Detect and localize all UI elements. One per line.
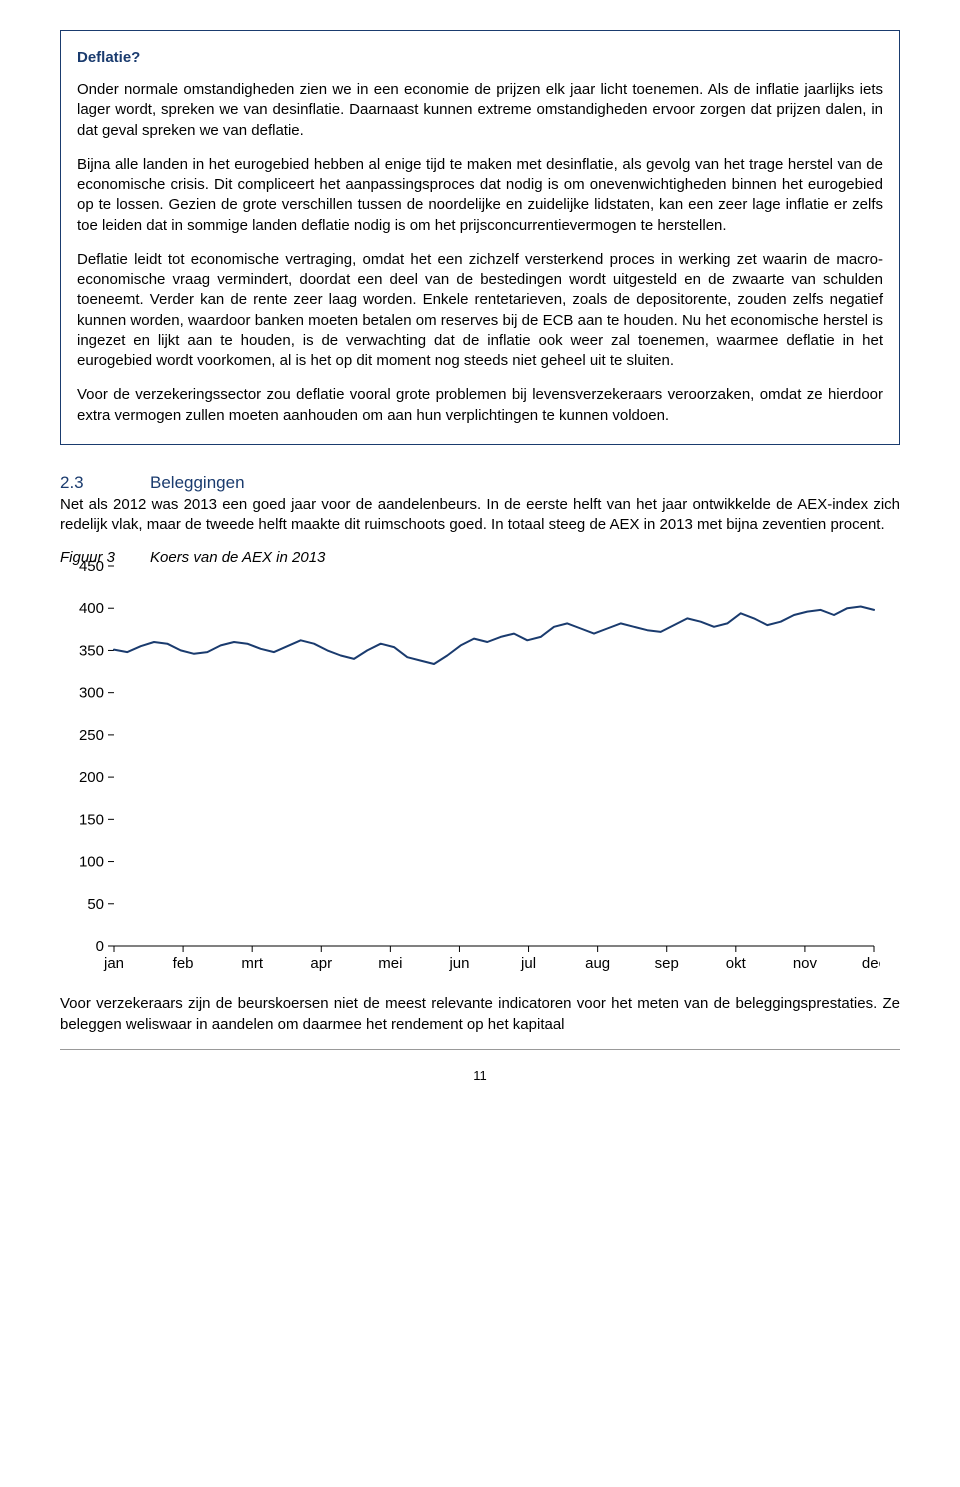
svg-text:250: 250 bbox=[79, 727, 104, 744]
box-para-1: Onder normale omstandigheden zien we in … bbox=[77, 80, 883, 141]
svg-text:100: 100 bbox=[79, 854, 104, 871]
section-title: Beleggingen bbox=[150, 473, 245, 492]
footer-paragraph: Voor verzekeraars zijn de beurskoersen n… bbox=[60, 994, 900, 1035]
svg-text:sep: sep bbox=[655, 955, 679, 972]
svg-text:jan: jan bbox=[103, 955, 124, 972]
box-para-2: Bijna alle landen in het eurogebied hebb… bbox=[77, 155, 883, 236]
box-para-4: Voor de verzekeringssector zou deflatie … bbox=[77, 385, 883, 426]
svg-text:50: 50 bbox=[87, 896, 104, 913]
section-body: Net als 2012 was 2013 een goed jaar voor… bbox=[60, 495, 900, 536]
svg-text:jun: jun bbox=[448, 955, 469, 972]
section-number: 2.3 bbox=[60, 473, 150, 493]
svg-text:aug: aug bbox=[585, 955, 610, 972]
svg-text:350: 350 bbox=[79, 643, 104, 660]
footer-rule bbox=[60, 1049, 900, 1050]
svg-text:400: 400 bbox=[79, 600, 104, 617]
svg-text:150: 150 bbox=[79, 812, 104, 829]
box-title: Deflatie? bbox=[77, 49, 883, 66]
svg-text:200: 200 bbox=[79, 769, 104, 786]
svg-text:dec: dec bbox=[862, 955, 880, 972]
page-number: 11 bbox=[60, 1068, 900, 1083]
svg-text:0: 0 bbox=[96, 938, 104, 955]
svg-text:300: 300 bbox=[79, 685, 104, 702]
svg-text:mrt: mrt bbox=[241, 955, 263, 972]
deflation-box: Deflatie? Onder normale omstandigheden z… bbox=[60, 30, 900, 445]
svg-text:okt: okt bbox=[726, 955, 747, 972]
svg-text:450: 450 bbox=[79, 560, 104, 575]
svg-text:apr: apr bbox=[310, 955, 332, 972]
box-para-3: Deflatie leidt tot economische vertragin… bbox=[77, 250, 883, 372]
svg-text:mei: mei bbox=[378, 955, 402, 972]
aex-chart: 0 50 100 150 200 250 300 350 400 450 jan feb mrt apr m… bbox=[60, 560, 880, 980]
svg-text:nov: nov bbox=[793, 955, 818, 972]
svg-text:jul: jul bbox=[520, 955, 536, 972]
section-heading: 2.3Beleggingen bbox=[60, 473, 900, 493]
svg-text:feb: feb bbox=[173, 955, 194, 972]
chart-svg: 0 50 100 150 200 250 300 350 400 450 jan feb mrt apr m… bbox=[60, 560, 880, 980]
